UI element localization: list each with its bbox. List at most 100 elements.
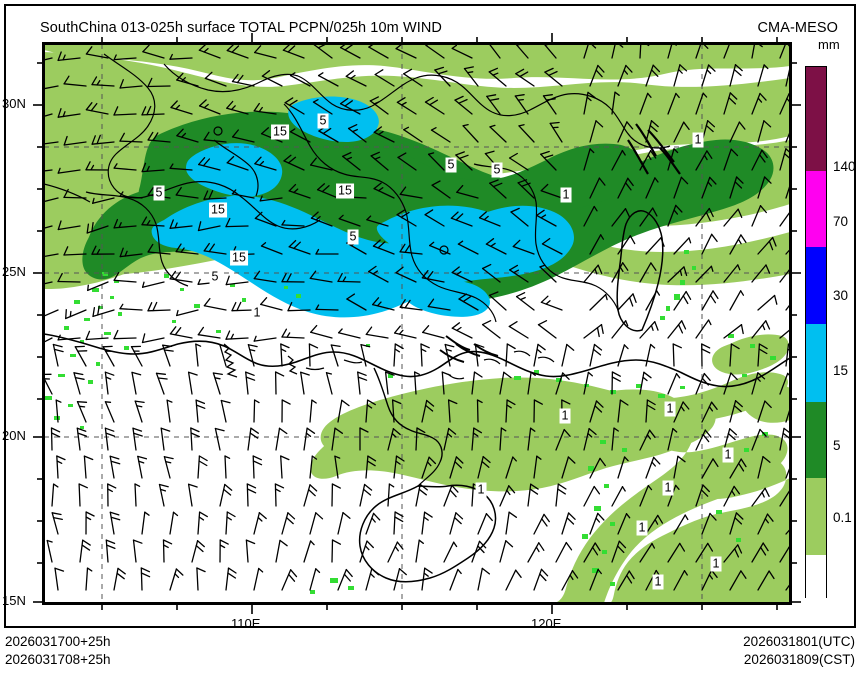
- wind-barb: [583, 427, 597, 451]
- wind-barb: [219, 344, 227, 367]
- wind-barb: [253, 102, 277, 115]
- wind-barb: [331, 483, 341, 507]
- wind-barb: [421, 456, 437, 479]
- wind-barb: [474, 343, 485, 367]
- wind-barb: [44, 57, 53, 61]
- wind-barb: [141, 216, 165, 227]
- wind-barb: [282, 44, 305, 59]
- wind-barb: [729, 121, 746, 143]
- model-name-label: CMA-MESO: [757, 20, 838, 36]
- wind-barb: [44, 169, 53, 172]
- wind-barb: [247, 427, 259, 451]
- wind-barb: [309, 270, 333, 283]
- wind-barb: [368, 265, 389, 283]
- wind-barb: [315, 304, 339, 311]
- wind-barb: [142, 44, 165, 59]
- wind-barb: [337, 399, 350, 423]
- wind-barb: [65, 308, 87, 320]
- wind-barb: [415, 427, 426, 451]
- wind-barb: [449, 512, 464, 535]
- wind-barb: [667, 92, 680, 115]
- wind-barb: [337, 328, 361, 339]
- wind-barb: [169, 163, 193, 171]
- wind-barb: [252, 455, 263, 479]
- colorbar[interactable]: [805, 66, 827, 599]
- wind-barb: [485, 238, 507, 255]
- wind-barb: [119, 191, 143, 199]
- wind-barb: [197, 511, 208, 535]
- wind-barb: [723, 544, 743, 563]
- lat-label-15N: 15N: [2, 593, 26, 608]
- wind-barb: [489, 179, 507, 199]
- wind-barb: [757, 294, 778, 311]
- wind-barb: [533, 343, 546, 367]
- wind-barb: [254, 156, 277, 171]
- wind-barb: [51, 483, 59, 507]
- wind-barb: [76, 427, 88, 451]
- wind-barb: [245, 539, 256, 563]
- wind-barb: [195, 343, 202, 367]
- wind-barb: [360, 343, 371, 367]
- precip-area-south: [310, 334, 790, 603]
- wind-barb: [44, 141, 59, 145]
- wind-barb: [785, 248, 790, 255]
- wind-barb: [723, 264, 741, 283]
- wind-barb: [372, 297, 395, 311]
- contour-label: 1: [664, 401, 676, 417]
- wind-barb: [166, 399, 173, 423]
- wind-barb: [536, 209, 557, 227]
- map-plot-area[interactable]: 155551151515515511111111111: [42, 42, 792, 605]
- wind-barb: [260, 297, 283, 311]
- wind-barb: [751, 542, 769, 563]
- wind-barb: [57, 51, 81, 62]
- contour-label: 1: [692, 132, 704, 148]
- wind-barb: [85, 567, 93, 591]
- wind-barb: [214, 427, 225, 451]
- wind-barb: [512, 239, 535, 255]
- wind-barb: [672, 343, 682, 367]
- wind-barb: [359, 427, 369, 451]
- wind-barb: [254, 211, 277, 227]
- wind-barb: [645, 456, 661, 479]
- lat-label-30N: 30N: [2, 96, 26, 111]
- wind-barb: [589, 293, 608, 311]
- wind-barb: [751, 428, 767, 451]
- wind-barb: [701, 512, 717, 535]
- wind-barb: [396, 209, 417, 227]
- wind-barb: [645, 514, 664, 535]
- wind-barb: [220, 399, 231, 423]
- colorbar-label-70: 70: [833, 214, 849, 229]
- wind-barb: [365, 512, 381, 535]
- wind-barb: [203, 297, 227, 311]
- wind-barb: [555, 428, 571, 451]
- wind-barb: [456, 184, 479, 199]
- wind-barb: [673, 570, 688, 591]
- wind-barb: [481, 263, 501, 283]
- wind-barb: [92, 305, 115, 318]
- wind-barb: [561, 343, 575, 367]
- wind-barb: [539, 264, 557, 283]
- precip-speckle-ne: [660, 250, 696, 320]
- wind-barb: [785, 528, 790, 535]
- wind-barb: [231, 301, 255, 312]
- wind-barb: [312, 99, 333, 115]
- wind-barb: [458, 293, 479, 311]
- contour-label: 1: [710, 556, 722, 572]
- wind-barb: [695, 265, 714, 283]
- wind-barb: [365, 455, 377, 479]
- wind-barb: [195, 399, 206, 423]
- wind-barb: [639, 262, 657, 283]
- wind-barb: [281, 328, 305, 339]
- wind-barb: [421, 399, 435, 423]
- wind-barb: [63, 75, 87, 87]
- wind-barb: [225, 567, 237, 591]
- wind-barb: [308, 343, 319, 367]
- wind-barb: [280, 343, 290, 367]
- wind-barb: [309, 568, 321, 591]
- wind-barb: [141, 281, 165, 288]
- wind-barb: [723, 428, 738, 451]
- wind-barb: [617, 456, 629, 479]
- wind-barb: [589, 457, 606, 479]
- wind-barb: [478, 211, 501, 227]
- wind-barb: [176, 309, 199, 317]
